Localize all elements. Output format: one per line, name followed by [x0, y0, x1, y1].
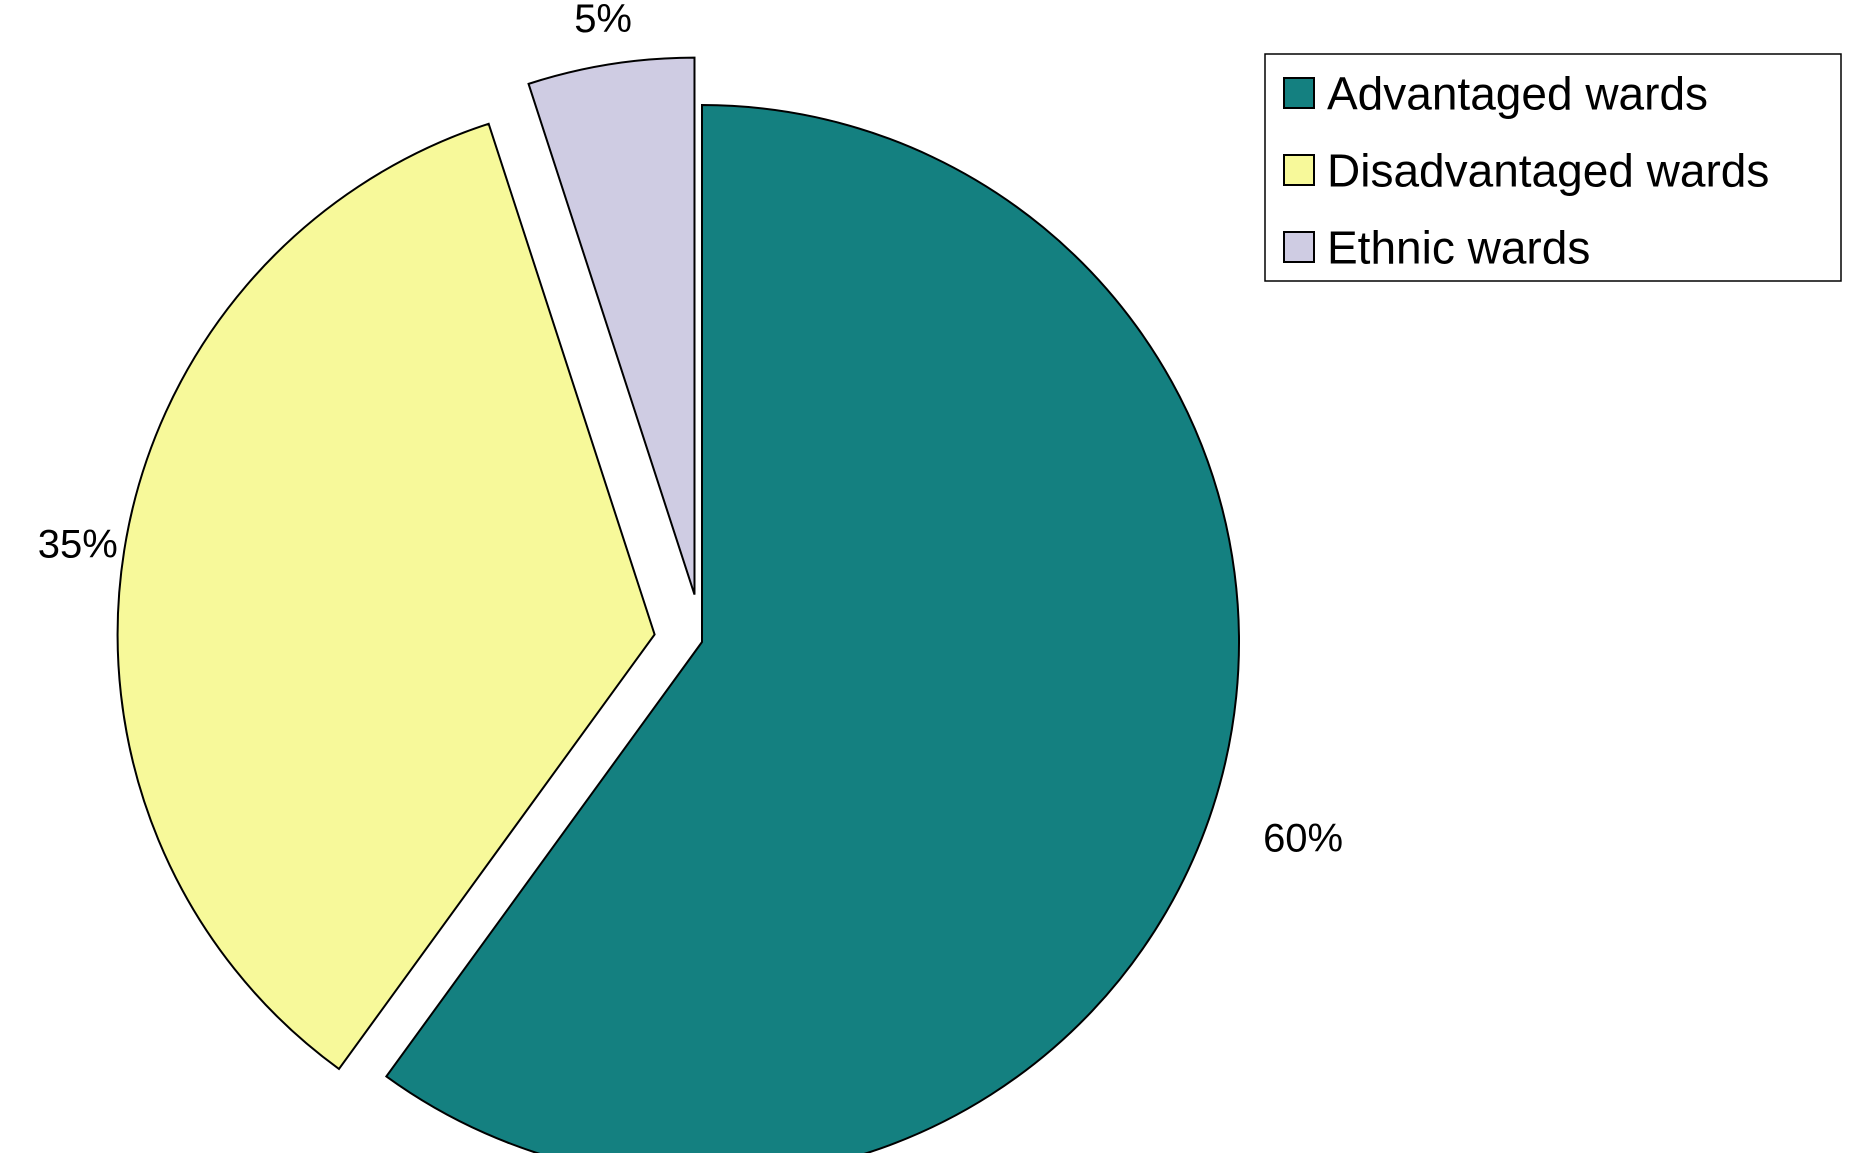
pie-value-labels: 60% 35% 5%	[38, 0, 1343, 861]
value-label-ethnic-wards: 5%	[574, 0, 632, 41]
legend-label-disadvantaged-wards: Disadvantaged wards	[1327, 145, 1769, 197]
pie-slice-advantaged-wards	[384, 103, 1240, 1153]
legend-item-ethnic-wards: Ethnic wards	[1283, 222, 1590, 274]
legend-item-disadvantaged-wards: Disadvantaged wards	[1283, 145, 1769, 197]
pie-slice-ethnic-wards	[527, 56, 696, 595]
legend: Advantaged wards Disadvantaged wards Ethni…	[1264, 53, 1842, 282]
pie-slice-disadvantaged-wards	[116, 122, 656, 1071]
legend-box	[1264, 53, 1842, 282]
legend-swatch-ethnic-wards	[1283, 231, 1315, 263]
value-label-advantaged-wards: 60%	[1263, 817, 1343, 861]
legend-label-advantaged-wards: Advantaged wards	[1327, 68, 1708, 120]
legend-items: Advantaged wards Disadvantaged wards Ethni…	[1283, 68, 1769, 274]
legend-swatch-advantaged-wards	[1283, 77, 1315, 109]
pie-slices	[116, 56, 1240, 1153]
value-label-disadvantaged-wards: 35%	[38, 523, 118, 567]
legend-item-advantaged-wards: Advantaged wards	[1283, 68, 1708, 120]
legend-label-ethnic-wards: Ethnic wards	[1327, 222, 1590, 274]
legend-swatch-disadvantaged-wards	[1283, 154, 1315, 186]
